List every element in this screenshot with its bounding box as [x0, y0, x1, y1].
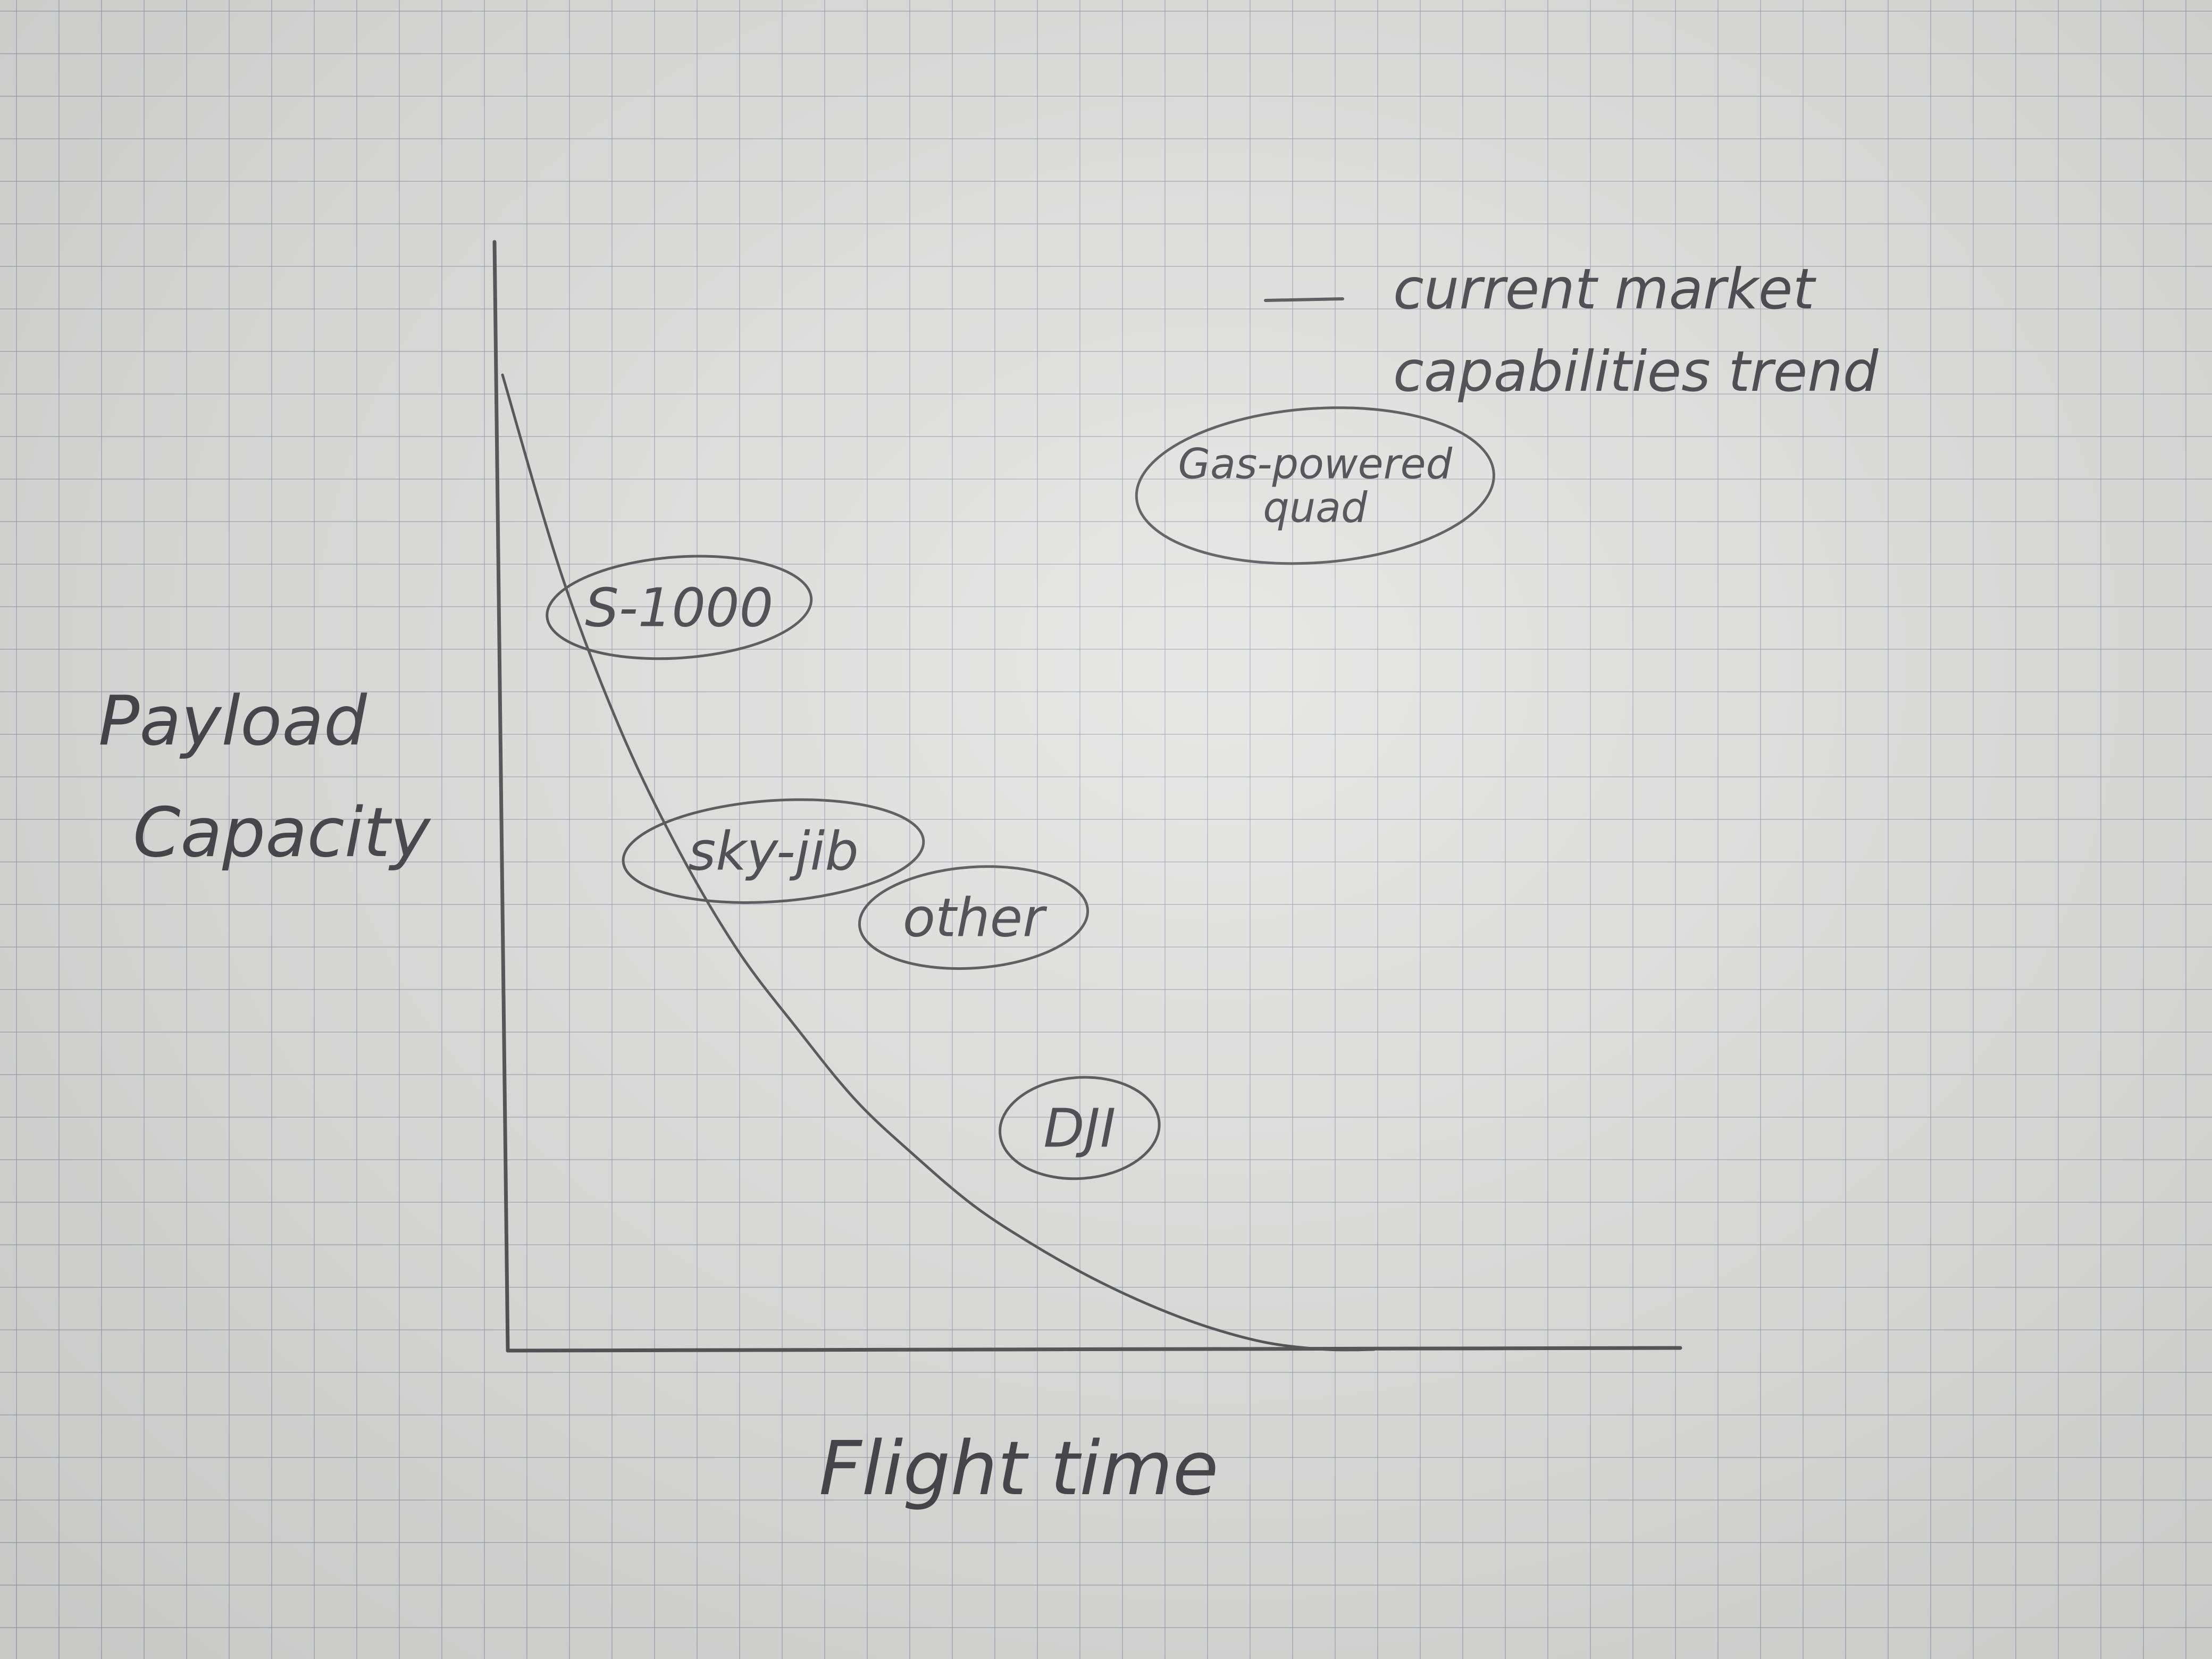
y-axis-label-line-1: Payload	[98, 682, 367, 761]
data-point: DJI	[999, 1076, 1161, 1180]
data-point: sky-jib	[622, 798, 925, 904]
point-label: S-1000	[585, 576, 773, 639]
legend-line	[1264, 297, 1344, 302]
y-axis-label-line-2: Capacity	[133, 793, 432, 873]
legend-label-line-2: capabilities trend	[1393, 339, 1879, 404]
data-point: S-1000	[546, 555, 813, 660]
trend-line	[501, 373, 1376, 1352]
point-label: Gas-powered	[1178, 441, 1453, 489]
x-axis	[506, 1346, 1682, 1353]
point-marker	[622, 798, 925, 904]
point-label: sky-jib	[688, 820, 859, 883]
point-marker	[1135, 406, 1495, 565]
point-marker	[546, 555, 813, 660]
legend-label-line-1: current market	[1393, 257, 1817, 322]
data-point: other	[858, 865, 1090, 970]
point-label: other	[903, 887, 1048, 949]
point-marker	[999, 1076, 1161, 1180]
point-label: DJI	[1043, 1097, 1116, 1159]
point-label: quad	[1263, 484, 1368, 532]
legend: current market capabilities trend	[1264, 257, 1879, 404]
y-axis	[492, 240, 510, 1353]
point-marker	[858, 865, 1090, 970]
x-axis-label: Flight time	[819, 1426, 1219, 1512]
